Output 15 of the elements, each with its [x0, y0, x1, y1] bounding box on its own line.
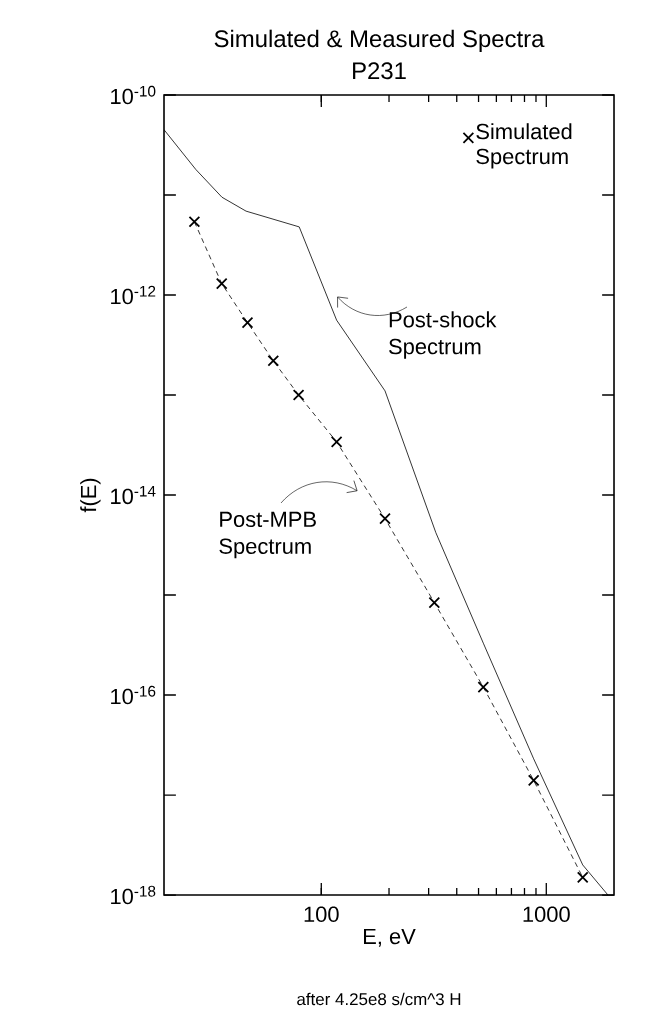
x-tick-label: 1000 [523, 906, 570, 923]
y-tick-label: 10$^{-12}$ [111, 285, 156, 305]
y-tick-label: 10$^{-16}$ [111, 685, 156, 705]
x-tick-label: 100 [304, 906, 339, 923]
x-axis-title: E, eV [364, 928, 416, 947]
annotation: Post-shock Spectrum [389, 311, 497, 359]
annotation: Post-MPB Spectrum [219, 511, 316, 559]
y-tick-label: 10$^{-10}$ [111, 85, 156, 105]
y-tick-label: 10$^{-14}$ [111, 485, 156, 505]
legend-label: Simulated Spectrum [476, 123, 572, 169]
chart-title: Simulated & Measured Spectra [214, 29, 545, 52]
y-tick-label: 10$^{-18}$ [111, 885, 156, 905]
chart-subtitle: P231 [353, 62, 406, 80]
y-axis-title: f(E) [80, 478, 101, 513]
text: after 4.25e8 s/cm^3 H [297, 992, 461, 1006]
